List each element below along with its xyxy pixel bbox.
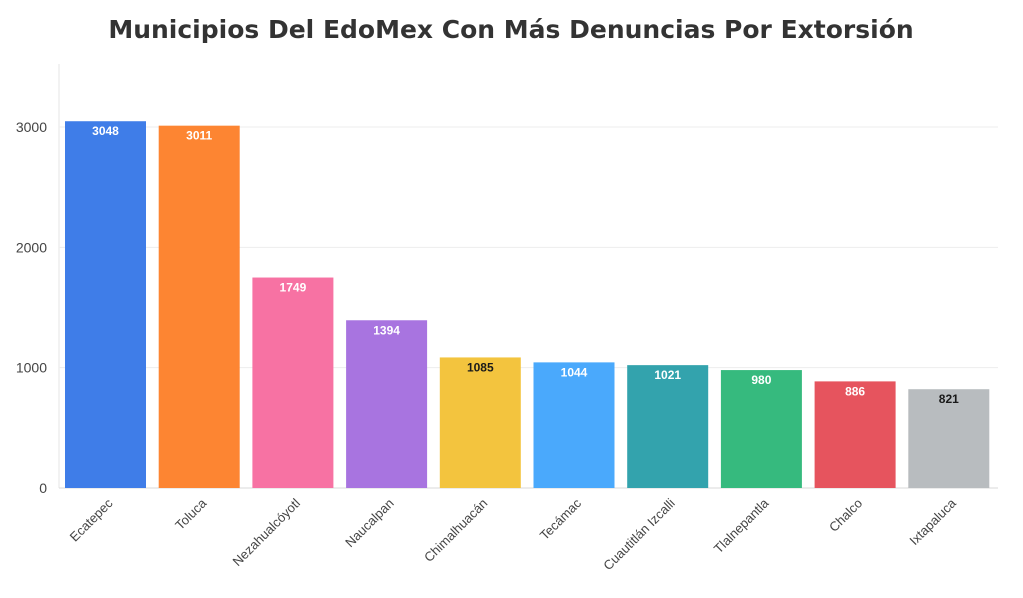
bar xyxy=(814,381,896,488)
y-tick-label: 0 xyxy=(39,480,47,496)
bar xyxy=(158,125,240,488)
bar xyxy=(65,121,146,488)
x-tick-label: Ecatepec xyxy=(67,495,116,544)
y-tick-label: 3000 xyxy=(16,119,47,135)
x-tick-label: Tecámac xyxy=(537,495,585,543)
x-tick-label: Tlalnepantla xyxy=(711,495,772,556)
bar xyxy=(720,370,802,488)
x-tick-label: Cuautitlán Izcalli xyxy=(600,495,678,573)
x-tick-label: Chalco xyxy=(826,496,865,535)
x-tick-label: Chimalhuacán xyxy=(421,496,490,565)
bar-value-label: 3011 xyxy=(186,129,212,143)
value-labels: 3048 3011 1749 1394 1085 1044 1021 980 886 821 xyxy=(92,124,959,406)
x-tick-label: Toluca xyxy=(172,495,210,533)
x-tick-label: Nezahualcóyotl xyxy=(230,495,304,569)
bar-value-label: 3048 xyxy=(92,124,119,138)
x-tick-label: Naucalpan xyxy=(342,496,397,551)
y-axis-ticks: 0 1000 2000 3000 xyxy=(16,119,47,496)
bar-value-label: 1021 xyxy=(654,368,681,382)
bar-value-label: 821 xyxy=(939,392,959,406)
y-tick-label: 2000 xyxy=(16,239,47,255)
x-axis-labels: Ecatepec Toluca Nezahualcóyotl Naucalpan Chi… xyxy=(67,495,960,573)
bars xyxy=(65,121,990,488)
bar-value-label: 980 xyxy=(751,373,771,387)
bar-value-label: 1085 xyxy=(467,360,494,374)
bar xyxy=(908,389,990,488)
bar xyxy=(346,320,428,488)
y-tick-label: 1000 xyxy=(16,360,47,376)
bar xyxy=(627,365,709,488)
x-tick-label: Ixtapaluca xyxy=(906,495,959,548)
bar-value-label: 1749 xyxy=(280,281,307,295)
bar-value-label: 1394 xyxy=(373,323,400,337)
bar xyxy=(252,277,334,488)
bar xyxy=(439,357,521,488)
chart-title: Municipios Del EdoMex Con Más Denuncias … xyxy=(108,15,913,44)
bar-value-label: 1044 xyxy=(561,365,588,379)
bar xyxy=(533,362,615,488)
bar-value-label: 886 xyxy=(845,384,865,398)
